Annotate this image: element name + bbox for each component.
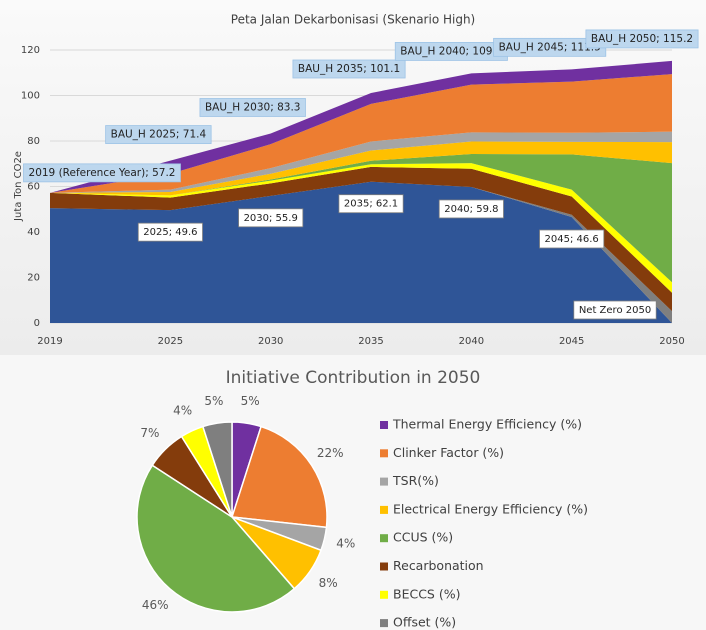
emission-label: 2035; 62.1: [344, 199, 398, 210]
pie-slice: [231, 425, 328, 529]
slice-label: 46%: [142, 598, 169, 612]
legend-swatch: [380, 562, 388, 571]
y-axis-label: Juta Ton CO2e: [13, 151, 24, 222]
y-tick-label: 100: [21, 91, 40, 102]
slice-label: 5%: [204, 394, 223, 408]
legend-swatch: [380, 477, 388, 486]
y-tick-label: 120: [21, 45, 40, 56]
emission-label: 2025; 49.6: [143, 227, 197, 238]
area-layer: [50, 153, 672, 283]
total-label-box: [105, 125, 212, 144]
total-label-box: [23, 163, 181, 183]
legend-swatch: [380, 421, 388, 429]
area-layer: [50, 141, 672, 196]
pie-title: Initiative Contribution in 2050: [226, 368, 481, 388]
legend-swatch: [380, 534, 388, 543]
legend-swatch: [380, 590, 388, 599]
y-tick-label: 80: [27, 136, 40, 147]
x-tick-label: 2035: [358, 336, 383, 347]
total-label-box: [199, 98, 306, 117]
slice-label: 4%: [336, 537, 355, 551]
total-label-box: [292, 59, 406, 79]
legend-label: Clinker Factor (%): [393, 445, 504, 460]
area-layer: [50, 60, 672, 193]
legend-label: Electrical Energy Efficiency (%): [393, 501, 588, 516]
legend-swatch: [380, 449, 388, 458]
legend-label: TSR(%): [392, 473, 439, 488]
emission-label-box: [338, 194, 404, 214]
area-layer: [50, 131, 672, 193]
slice-label: 8%: [319, 576, 338, 590]
slice-label: 22%: [317, 446, 344, 460]
area-layer: [50, 181, 672, 323]
legend-label: BECCS (%): [393, 586, 460, 601]
y-tick-label: 40: [27, 227, 40, 238]
legend-label: CCUS (%): [393, 530, 453, 545]
x-tick-label: 2030: [258, 336, 283, 347]
total-label: 2019 (Reference Year); 57.2: [29, 167, 176, 179]
x-tick-label: 2040: [459, 336, 484, 347]
slice-label: 4%: [173, 403, 192, 417]
legend-label: Recarbonation: [393, 558, 484, 573]
emission-label-box: [438, 199, 504, 219]
legend-label: Thermal Energy Efficiency (%): [392, 417, 582, 432]
emission-label: 2045; 46.6: [545, 234, 599, 245]
pie-slice: [136, 464, 296, 613]
x-tick-label: 2025: [158, 336, 183, 347]
slice-label: 7%: [140, 426, 159, 440]
total-label: BAU_H 2025; 71.4: [111, 129, 207, 141]
emission-label: 2040; 59.8: [444, 204, 498, 215]
legend-label: Offset (%): [393, 615, 456, 630]
total-label: BAU_H 2035; 101.1: [298, 63, 400, 75]
y-tick-label: 60: [27, 182, 40, 193]
emission-label: 2030; 55.9: [244, 213, 298, 224]
area-title: Peta Jalan Dekarbonisasi (Skenario High): [231, 13, 475, 27]
x-tick-label: 2019: [37, 336, 62, 347]
total-label-box: [585, 29, 699, 49]
bottom-chart-background: [0, 355, 706, 630]
x-tick-label: 2050: [659, 336, 684, 347]
slice-label: 5%: [241, 394, 260, 408]
emission-label-box: [137, 222, 203, 242]
legend-swatch: [380, 619, 388, 628]
legend-swatch: [380, 505, 388, 514]
note-label: Net Zero 2050: [579, 305, 651, 316]
x-tick-label: 2045: [559, 336, 584, 347]
total-label: BAU_H 2045; 111.5: [499, 41, 601, 53]
y-tick-label: 0: [34, 318, 40, 329]
emission-label-box: [539, 229, 605, 249]
total-label: BAU_H 2050; 115.2: [591, 33, 693, 45]
y-tick-label: 20: [27, 273, 40, 284]
emission-label-box: [238, 208, 304, 228]
pie-slice: [201, 421, 233, 518]
total-label: BAU_H 2030; 83.3: [205, 101, 301, 113]
area-layer: [50, 166, 672, 312]
area-layer: [50, 74, 672, 193]
total-label: BAU_H 2040; 109.7: [400, 45, 502, 57]
note-label-box: [573, 300, 657, 320]
